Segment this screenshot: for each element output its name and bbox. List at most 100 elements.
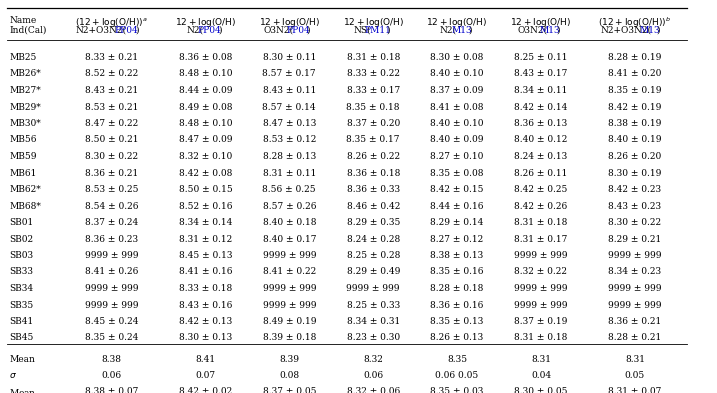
Text: 8.31 ± 0.18: 8.31 ± 0.18 (346, 53, 400, 62)
Text: $12+\log(\mathrm{O/H})$: $12+\log(\mathrm{O/H})$ (427, 16, 488, 29)
Text: ): ) (307, 26, 310, 35)
Text: 0.08: 0.08 (279, 371, 300, 380)
Text: 8.30 ± 0.08: 8.30 ± 0.08 (430, 53, 484, 62)
Text: 8.26 ± 0.13: 8.26 ± 0.13 (430, 334, 484, 343)
Text: MB27*: MB27* (9, 86, 41, 95)
Text: 8.28 ± 0.19: 8.28 ± 0.19 (608, 53, 662, 62)
Text: O3N2(: O3N2( (518, 26, 548, 35)
Text: 8.41 ± 0.22: 8.41 ± 0.22 (262, 268, 316, 277)
Text: 8.37 ± 0.09: 8.37 ± 0.09 (430, 86, 484, 95)
Text: 8.33 ± 0.22: 8.33 ± 0.22 (347, 70, 399, 79)
Text: 8.42 ± 0.19: 8.42 ± 0.19 (608, 103, 662, 112)
Text: 9999 ± 999: 9999 ± 999 (85, 301, 138, 310)
Text: 8.39 ± 0.18: 8.39 ± 0.18 (262, 334, 316, 343)
Text: 8.40 ± 0.10: 8.40 ± 0.10 (430, 119, 484, 128)
Text: 8.32: 8.32 (364, 354, 383, 364)
Text: 8.26 ± 0.20: 8.26 ± 0.20 (608, 152, 662, 161)
Text: PM11: PM11 (364, 26, 391, 35)
Text: 8.41 ± 0.08: 8.41 ± 0.08 (430, 103, 484, 112)
Text: 8.43 ± 0.11: 8.43 ± 0.11 (262, 86, 316, 95)
Text: 8.37 ± 0.05: 8.37 ± 0.05 (262, 387, 316, 393)
Text: 8.24 ± 0.13: 8.24 ± 0.13 (514, 152, 568, 161)
Text: 8.31: 8.31 (625, 354, 645, 364)
Text: 8.57 ± 0.26: 8.57 ± 0.26 (262, 202, 316, 211)
Text: 8.36 ± 0.23: 8.36 ± 0.23 (85, 235, 138, 244)
Text: 8.28 ± 0.18: 8.28 ± 0.18 (430, 284, 484, 293)
Text: 9999 ± 999: 9999 ± 999 (514, 251, 568, 260)
Text: 8.40 ± 0.19: 8.40 ± 0.19 (608, 136, 662, 145)
Text: 8.42 ± 0.02: 8.42 ± 0.02 (179, 387, 232, 393)
Text: MB25: MB25 (9, 53, 37, 62)
Text: 8.35 ± 0.19: 8.35 ± 0.19 (608, 86, 662, 95)
Text: 8.43 ± 0.23: 8.43 ± 0.23 (608, 202, 662, 211)
Text: 8.45 ± 0.24: 8.45 ± 0.24 (85, 317, 138, 326)
Text: 8.40 ± 0.10: 8.40 ± 0.10 (430, 70, 484, 79)
Text: 8.34 ± 0.11: 8.34 ± 0.11 (514, 86, 568, 95)
Text: 8.42 ± 0.13: 8.42 ± 0.13 (179, 317, 232, 326)
Text: ): ) (386, 26, 390, 35)
Text: 0.07: 0.07 (195, 371, 216, 380)
Text: 8.40 ± 0.09: 8.40 ± 0.09 (430, 136, 484, 145)
Text: 8.30 ± 0.11: 8.30 ± 0.11 (262, 53, 316, 62)
Text: 8.34 ± 0.31: 8.34 ± 0.31 (346, 317, 400, 326)
Text: Ind(Cal): Ind(Cal) (9, 26, 47, 35)
Text: 8.50 ± 0.15: 8.50 ± 0.15 (179, 185, 232, 194)
Text: 8.56 ± 0.25: 8.56 ± 0.25 (262, 185, 316, 194)
Text: $12+\log(\mathrm{O/H})$: $12+\log(\mathrm{O/H})$ (259, 16, 320, 29)
Text: 8.41 ± 0.26: 8.41 ± 0.26 (85, 268, 138, 277)
Text: Mean$_\mathregular{ML}$: Mean$_\mathregular{ML}$ (9, 387, 48, 393)
Text: 8.53 ± 0.25: 8.53 ± 0.25 (85, 185, 138, 194)
Text: SB35: SB35 (9, 301, 34, 310)
Text: 9999 ± 999: 9999 ± 999 (262, 284, 316, 293)
Text: MB68*: MB68* (9, 202, 41, 211)
Text: MB26*: MB26* (9, 70, 41, 79)
Text: MB59: MB59 (9, 152, 37, 161)
Text: 8.47 ± 0.09: 8.47 ± 0.09 (179, 136, 232, 145)
Text: $(12+\log(\mathrm{O/H}))^{a}$: $(12+\log(\mathrm{O/H}))^{a}$ (75, 16, 148, 29)
Text: 8.30 ± 0.19: 8.30 ± 0.19 (608, 169, 662, 178)
Text: 8.36 ± 0.16: 8.36 ± 0.16 (430, 301, 484, 310)
Text: 8.29 ± 0.21: 8.29 ± 0.21 (608, 235, 662, 244)
Text: 9999 ± 999: 9999 ± 999 (262, 251, 316, 260)
Text: N2+O3N2(: N2+O3N2( (601, 26, 652, 35)
Text: ): ) (556, 26, 560, 35)
Text: 8.36 ± 0.18: 8.36 ± 0.18 (346, 169, 400, 178)
Text: 8.42 ± 0.14: 8.42 ± 0.14 (514, 103, 568, 112)
Text: 8.49 ± 0.08: 8.49 ± 0.08 (179, 103, 232, 112)
Text: 0.05: 0.05 (625, 371, 645, 380)
Text: 8.30 ± 0.22: 8.30 ± 0.22 (85, 152, 138, 161)
Text: $12+\log(\mathrm{O/H})$: $12+\log(\mathrm{O/H})$ (175, 16, 236, 29)
Text: 8.35 ± 0.24: 8.35 ± 0.24 (85, 334, 138, 343)
Text: 8.31 ± 0.11: 8.31 ± 0.11 (262, 169, 316, 178)
Text: 8.49 ± 0.19: 8.49 ± 0.19 (262, 317, 316, 326)
Text: MB30*: MB30* (9, 119, 41, 128)
Text: 9999 ± 999: 9999 ± 999 (346, 284, 400, 293)
Text: ): ) (657, 26, 660, 35)
Text: 8.38: 8.38 (102, 354, 121, 364)
Text: 8.37 ± 0.19: 8.37 ± 0.19 (514, 317, 568, 326)
Text: PP04: PP04 (286, 26, 310, 35)
Text: 8.47 ± 0.22: 8.47 ± 0.22 (85, 119, 138, 128)
Text: $(12+\log(\mathrm{O/H}))^{b}$: $(12+\log(\mathrm{O/H}))^{b}$ (599, 16, 671, 30)
Text: 8.35 ± 0.03: 8.35 ± 0.03 (430, 387, 484, 393)
Text: 8.26 ± 0.11: 8.26 ± 0.11 (514, 169, 568, 178)
Text: 8.33 ± 0.21: 8.33 ± 0.21 (85, 53, 138, 62)
Text: $12+\log(\mathrm{O/H})$: $12+\log(\mathrm{O/H})$ (511, 16, 571, 29)
Text: 8.35: 8.35 (447, 354, 467, 364)
Text: MB56: MB56 (9, 136, 37, 145)
Text: SB02: SB02 (9, 235, 34, 244)
Text: N2(: N2( (440, 26, 457, 35)
Text: PP04: PP04 (198, 26, 222, 35)
Text: 8.57 ± 0.17: 8.57 ± 0.17 (262, 70, 316, 79)
Text: 8.31 ± 0.12: 8.31 ± 0.12 (179, 235, 232, 244)
Text: 8.28 ± 0.21: 8.28 ± 0.21 (608, 334, 662, 343)
Text: 8.38 ± 0.19: 8.38 ± 0.19 (608, 119, 662, 128)
Text: 8.29 ± 0.35: 8.29 ± 0.35 (346, 218, 400, 227)
Text: 8.30 ± 0.22: 8.30 ± 0.22 (608, 218, 662, 227)
Text: 8.52 ± 0.16: 8.52 ± 0.16 (179, 202, 232, 211)
Text: 8.29 ± 0.49: 8.29 ± 0.49 (346, 268, 400, 277)
Text: 8.33 ± 0.18: 8.33 ± 0.18 (179, 284, 232, 293)
Text: $12+\log(\mathrm{O/H})$: $12+\log(\mathrm{O/H})$ (343, 16, 404, 29)
Text: M13: M13 (539, 26, 560, 35)
Text: SB41: SB41 (9, 317, 34, 326)
